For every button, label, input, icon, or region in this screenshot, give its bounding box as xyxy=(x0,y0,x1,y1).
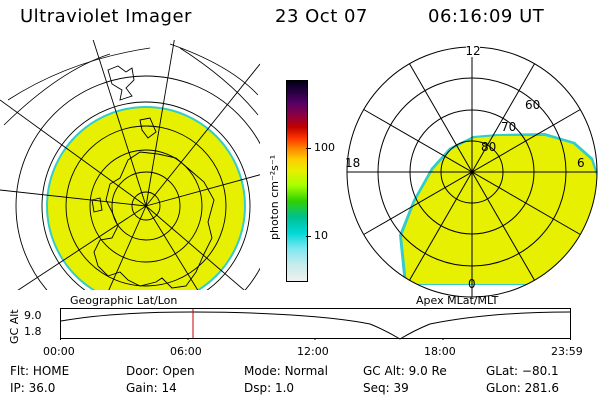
time-tick-1800: 18:00 xyxy=(424,345,456,358)
apex-panel-label: Apex MLat/MLT xyxy=(416,294,499,307)
dsp-status: Dsp: 1.0 xyxy=(244,381,295,395)
seq-status: Seq: 39 xyxy=(363,381,409,395)
glat-status: GLat: −80.1 xyxy=(486,364,559,378)
aurora-fill xyxy=(48,108,244,290)
colorbar-tick-10 xyxy=(306,236,311,237)
seq-value: 39 xyxy=(393,381,409,395)
ip-status: IP: 36.0 xyxy=(10,381,56,395)
geographic-image-panel xyxy=(0,40,260,290)
gc-alt-value: 9.0 Re xyxy=(408,364,447,378)
altitude-tick-9: 9.0 xyxy=(24,309,42,322)
time-tick-1200: 12:00 xyxy=(297,345,329,358)
mlat-ring-label-70: 70 xyxy=(501,120,516,134)
instrument-title: Ultraviolet Imager xyxy=(20,6,192,27)
lat-circles xyxy=(15,75,260,290)
altitude-tick-1-8: 1.8 xyxy=(24,325,42,338)
mlt-label-0: 0 xyxy=(468,277,476,291)
door-value: Open xyxy=(162,364,195,378)
mlt-label-6: 6 xyxy=(577,156,585,170)
time-label: 06:16:09 UT xyxy=(428,6,545,27)
mode-status: Mode: Normal xyxy=(244,364,328,378)
door-status: Door: Open xyxy=(126,364,195,378)
mlt-label-12: 12 xyxy=(465,44,480,58)
dsp-value: 1.0 xyxy=(274,381,295,395)
glon-value: 281.6 xyxy=(524,381,559,395)
altitude-timeline-plot xyxy=(60,308,571,340)
glon-status: GLon: 281.6 xyxy=(486,381,559,395)
aurora-fill xyxy=(402,136,597,284)
apex-polar-plot: 12 18 6 0 80 70 60 xyxy=(345,43,598,298)
gc-alt-status: GC Alt: 9.0 Re xyxy=(363,364,447,378)
mlat-ring-label-80: 80 xyxy=(481,140,496,154)
ip-value: 36.0 xyxy=(28,381,56,395)
date-label: 23 Oct 07 xyxy=(275,6,368,27)
flt-value: HOME xyxy=(32,364,70,378)
mode-value: Normal xyxy=(284,364,328,378)
continent-outline xyxy=(91,65,215,289)
time-tick-0000: 00:00 xyxy=(43,345,75,358)
geographic-panel-label: Geographic Lat/Lon xyxy=(70,294,178,307)
flt-status: Flt: HOME xyxy=(10,364,70,378)
colorbar-label-100: 100 xyxy=(314,141,335,154)
altitude-curve xyxy=(60,311,571,340)
mlt-lines xyxy=(347,47,597,297)
mlat-ring-label-60: 60 xyxy=(525,98,540,112)
mlt-label-18: 18 xyxy=(345,156,360,170)
time-tick-0600: 06:00 xyxy=(170,345,202,358)
gain-status: Gain: 14 xyxy=(126,381,177,395)
colorbar-tick-100 xyxy=(306,148,311,149)
colorbar-unit-label: photon cm⁻²s⁻¹ xyxy=(268,154,281,240)
colorbar-label-10: 10 xyxy=(314,229,328,242)
altitude-axis-label: GC Alt xyxy=(8,309,21,344)
time-tick-2359: 23:59 xyxy=(551,345,583,358)
glat-value: −80.1 xyxy=(521,364,559,378)
color-scale-bar xyxy=(286,80,308,282)
gain-value: 14 xyxy=(161,381,177,395)
